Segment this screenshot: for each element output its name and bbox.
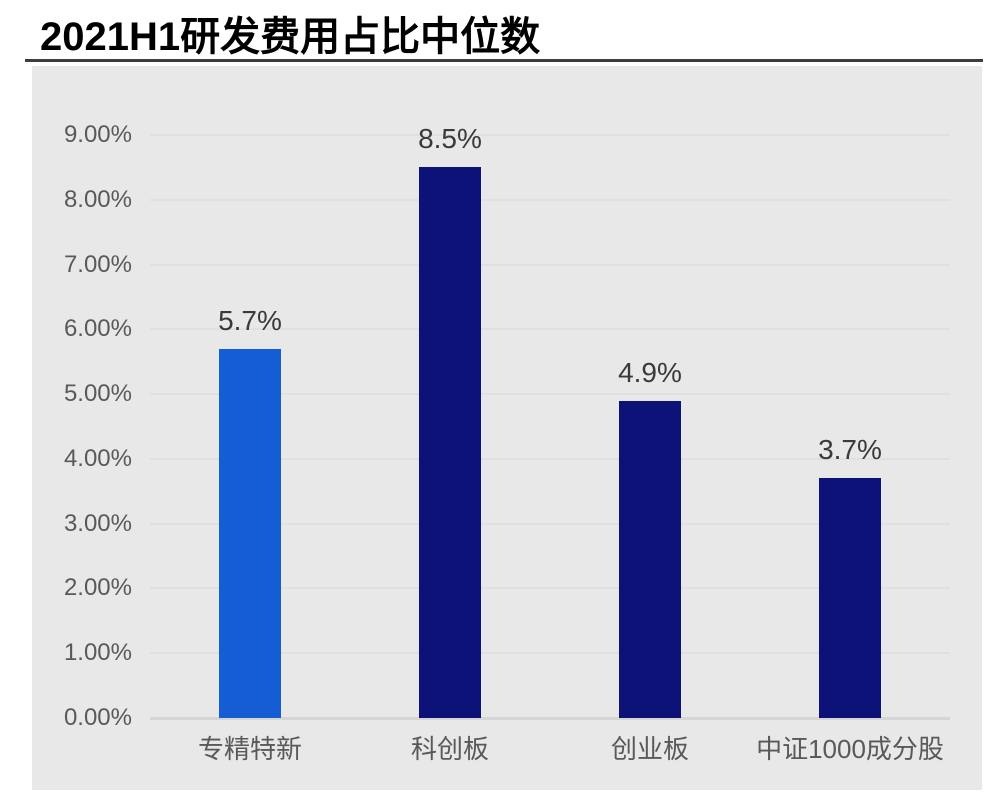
y-axis-tick-label: 2.00%: [63, 574, 132, 602]
y-axis-tick-label: 3.00%: [63, 509, 132, 537]
y-axis-tick-label: 6.00%: [63, 315, 132, 343]
bar-value-label: 5.7%: [218, 304, 282, 336]
y-axis-tick-label: 0.00%: [63, 704, 132, 731]
x-axis-category-label: 科创板: [410, 734, 489, 764]
x-axis-category-label: 创业板: [610, 734, 689, 764]
bar-value-label: 4.9%: [618, 356, 682, 388]
bar-value-label: 3.7%: [818, 434, 882, 466]
bar-3: [819, 478, 881, 718]
chart-title: 2021H1研发费用占比中位数: [40, 15, 541, 59]
bar-1: [419, 167, 481, 718]
gridline: [150, 522, 950, 525]
title-separator: [25, 59, 983, 62]
y-axis-tick-label: 5.00%: [63, 380, 132, 408]
gridline: [150, 393, 950, 396]
chart-plot-area: 0.00% 1.00% 2.00% 3.00% 4.00% 5.00% 6.00% 7.00%…: [32, 66, 982, 790]
y-axis-tick-label: 7.00%: [63, 250, 132, 278]
y-axis-tick-label: 4.00%: [63, 444, 132, 472]
y-axis-tick-label: 1.00%: [63, 639, 132, 667]
gridline: [150, 134, 950, 136]
y-axis-tick-label: 8.00%: [63, 185, 132, 213]
bar-2: [619, 400, 681, 718]
bar-value-label: 8.5%: [418, 123, 482, 155]
gridline: [150, 198, 950, 201]
gridline: [150, 328, 950, 331]
bar-0: [219, 348, 281, 718]
gridline: [150, 587, 950, 590]
x-axis-category-label: 专精特新: [197, 734, 302, 764]
x-axis-category-label: 中证1000成分股: [756, 734, 944, 764]
gridline: [150, 717, 950, 720]
gridline: [150, 652, 950, 655]
gridline: [150, 263, 950, 266]
gridline: [150, 457, 950, 460]
y-axis-tick-label: 9.00%: [63, 121, 132, 148]
